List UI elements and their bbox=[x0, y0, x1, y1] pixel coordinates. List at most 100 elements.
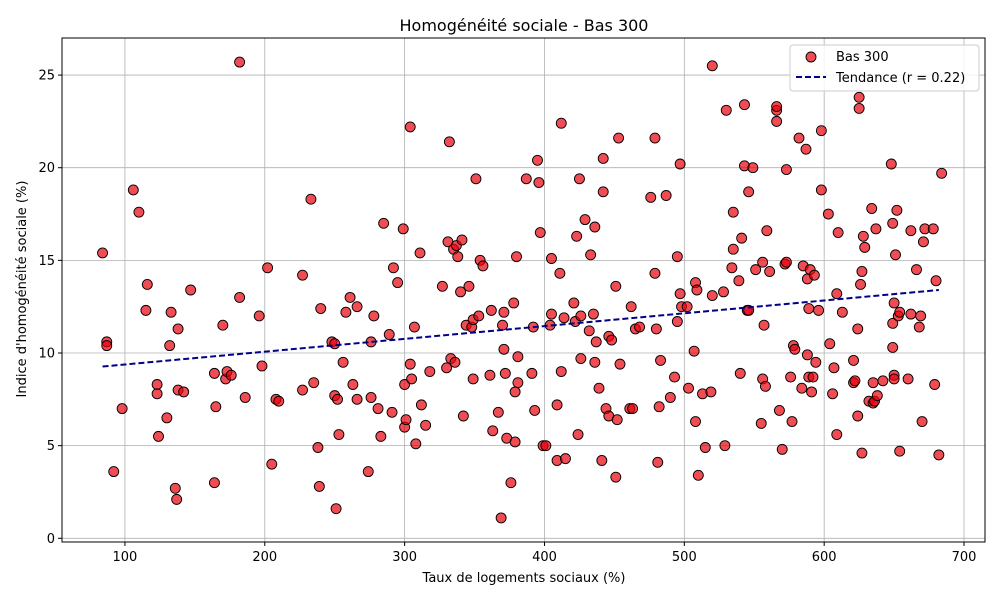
y-tick-label: 0 bbox=[47, 532, 55, 547]
data-point bbox=[387, 262, 399, 274]
data-point bbox=[273, 395, 285, 407]
x-tick-label: 400 bbox=[532, 550, 557, 565]
data-point bbox=[828, 362, 840, 374]
data-point bbox=[852, 410, 864, 422]
data-point bbox=[773, 404, 785, 416]
data-point bbox=[706, 290, 718, 302]
data-point bbox=[913, 321, 925, 333]
data-point bbox=[487, 425, 499, 437]
data-point bbox=[368, 310, 380, 322]
data-point bbox=[575, 353, 587, 365]
legend-marker-scatter bbox=[805, 51, 817, 63]
data-point bbox=[239, 392, 251, 403]
data-point bbox=[905, 308, 917, 320]
data-point bbox=[929, 379, 941, 390]
data-point bbox=[234, 291, 246, 303]
data-point bbox=[671, 251, 683, 263]
data-point bbox=[492, 406, 504, 418]
data-point bbox=[585, 249, 597, 261]
data-point bbox=[758, 319, 770, 331]
data-point bbox=[499, 367, 511, 379]
legend: Bas 300 Tendance (r = 0.22) bbox=[789, 44, 980, 92]
data-point bbox=[785, 371, 797, 383]
data-point bbox=[606, 334, 618, 346]
data-point bbox=[151, 388, 163, 400]
data-point bbox=[234, 56, 246, 68]
data-point bbox=[555, 366, 567, 377]
data-point bbox=[97, 247, 109, 259]
data-point bbox=[866, 203, 878, 214]
data-point bbox=[736, 232, 748, 244]
data-point bbox=[593, 382, 605, 394]
data-point bbox=[645, 191, 657, 203]
data-point bbox=[473, 310, 485, 322]
data-point bbox=[649, 132, 661, 144]
data-point bbox=[505, 477, 517, 489]
data-point bbox=[185, 284, 197, 296]
data-point bbox=[169, 482, 181, 494]
data-point bbox=[392, 277, 404, 289]
data-point bbox=[614, 358, 626, 370]
data-point bbox=[887, 341, 899, 353]
data-point bbox=[520, 173, 532, 185]
data-point bbox=[508, 297, 520, 309]
data-point bbox=[853, 91, 865, 103]
data-point bbox=[397, 223, 409, 235]
data-point bbox=[806, 386, 818, 398]
data-point bbox=[332, 393, 343, 405]
data-point bbox=[855, 278, 866, 290]
data-point bbox=[534, 227, 546, 239]
data-point bbox=[867, 377, 879, 389]
data-point bbox=[856, 266, 868, 277]
legend-label-scatter: Bas 300 bbox=[836, 50, 889, 65]
data-point bbox=[887, 317, 899, 329]
data-point bbox=[400, 414, 412, 426]
data-point bbox=[916, 416, 928, 428]
data-point bbox=[404, 121, 416, 133]
data-point bbox=[452, 251, 464, 263]
data-point bbox=[583, 325, 595, 337]
data-point bbox=[613, 132, 625, 144]
data-point bbox=[692, 469, 704, 481]
data-point bbox=[810, 356, 822, 368]
data-point bbox=[727, 243, 739, 255]
data-point bbox=[568, 297, 580, 309]
data-point bbox=[852, 323, 864, 335]
data-point bbox=[611, 414, 623, 426]
y-tick-label: 25 bbox=[38, 69, 55, 84]
data-point bbox=[597, 152, 609, 164]
data-point bbox=[669, 371, 680, 383]
data-point bbox=[870, 223, 882, 235]
data-point bbox=[262, 262, 274, 274]
data-point bbox=[690, 416, 701, 428]
plot-frame bbox=[61, 37, 986, 543]
data-point bbox=[706, 60, 718, 72]
data-point bbox=[424, 366, 436, 377]
data-point bbox=[857, 230, 869, 242]
data-point bbox=[933, 449, 945, 461]
chart-title: Homogénéité sociale - Bas 300 bbox=[400, 16, 649, 35]
data-point bbox=[780, 164, 792, 176]
data-point bbox=[681, 301, 693, 313]
data-point bbox=[305, 193, 317, 205]
data-point bbox=[803, 303, 815, 314]
data-point bbox=[127, 184, 139, 196]
data-point bbox=[297, 269, 308, 281]
data-point bbox=[372, 403, 384, 415]
data-point bbox=[546, 308, 557, 320]
data-point bbox=[589, 356, 601, 368]
y-tick-label: 5 bbox=[47, 439, 55, 454]
data-point bbox=[351, 393, 363, 405]
data-point bbox=[420, 419, 432, 431]
data-points bbox=[97, 56, 948, 524]
data-point bbox=[449, 356, 461, 368]
data-point bbox=[560, 453, 571, 465]
data-point bbox=[178, 386, 190, 398]
data-point bbox=[905, 225, 917, 237]
data-point bbox=[625, 301, 637, 313]
data-point bbox=[733, 275, 745, 287]
data-point bbox=[597, 186, 609, 198]
y-tick-label: 20 bbox=[38, 161, 55, 176]
data-point bbox=[674, 288, 686, 300]
data-point bbox=[699, 442, 711, 453]
